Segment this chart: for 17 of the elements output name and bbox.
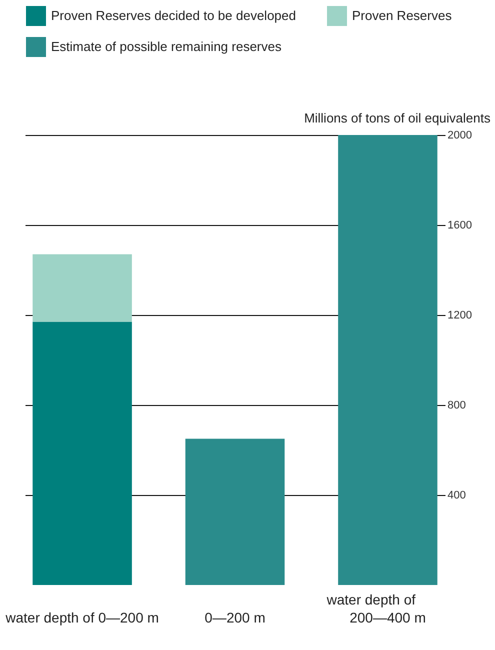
x-tick-label: water depth of 0—200 m	[4, 610, 159, 626]
x-tick-label: 200—400 m	[350, 610, 426, 626]
legend-label: Proven Reserves decided to be developed	[51, 8, 296, 23]
y-tick-label: 1600	[448, 220, 472, 232]
y-tick-label: 2000	[448, 130, 472, 142]
y-tick-label: 400	[448, 490, 466, 502]
y-tick-label: 800	[448, 400, 466, 412]
x-tick-label: 0—200 m	[204, 610, 266, 626]
bar	[185, 438, 285, 585]
x-axis-title: water depth of	[326, 592, 416, 608]
y-axis-title: Millions of tons of oil equivalents	[304, 110, 491, 126]
bar	[32, 322, 132, 585]
bar	[32, 254, 132, 322]
y-tick-label: 1200	[448, 310, 472, 322]
legend-label: Proven Reserves	[352, 8, 452, 23]
bar	[338, 135, 438, 585]
legend-label: Estimate of possible remaining reserves	[51, 39, 282, 54]
